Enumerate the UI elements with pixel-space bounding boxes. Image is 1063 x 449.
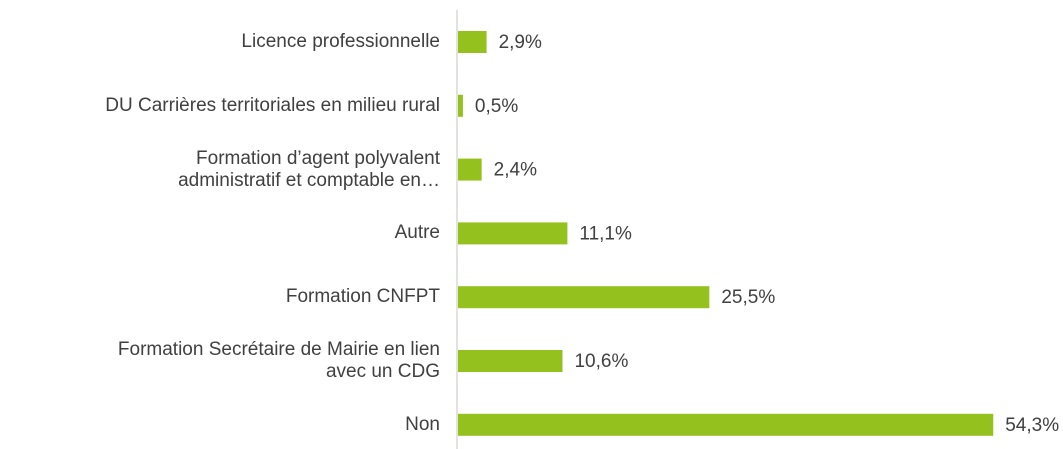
category-label: Formation Secrétaire de Mairie en lien a… [117,339,440,382]
bar [458,158,482,181]
category-label: Formation d’agent polyvalent administrat… [178,147,440,191]
category-label: DU Carrières territoriales en milieu rur… [105,94,440,116]
value-label: 0,5% [475,96,518,117]
category-label: Formation CNFPT [285,286,440,308]
value-label: 54,3% [1005,415,1059,436]
category-label: Non [405,413,440,435]
bar [458,222,568,245]
bar [458,350,563,372]
value-label: 11,1% [579,223,632,244]
value-label: 10,6% [574,351,628,372]
bar [458,413,994,436]
bar [458,31,487,53]
bar [458,286,710,309]
category-label: Licence professionnelle [241,31,440,52]
value-label: 2,9% [499,32,542,53]
bar [458,94,463,117]
value-label: 25,5% [721,287,775,308]
category-label: Autre [394,222,440,244]
value-label: 2,4% [494,160,537,181]
